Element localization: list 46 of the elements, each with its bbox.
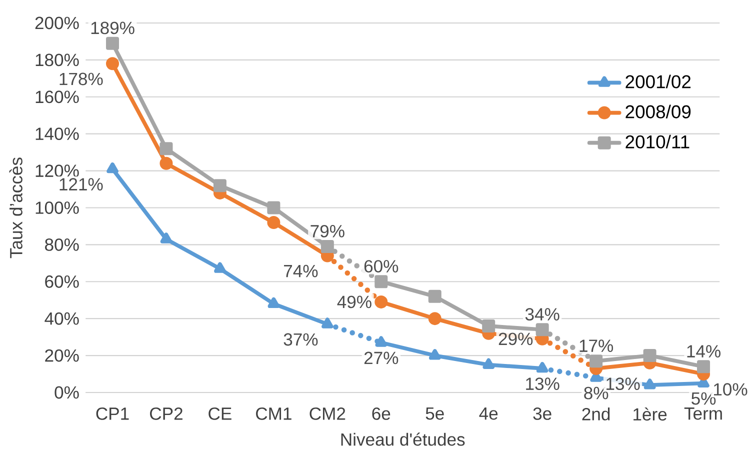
x-tick-label: CE [208, 407, 232, 420]
data-label: 34% [525, 308, 560, 321]
data-label: 5% [692, 392, 716, 405]
data-label: 49% [337, 296, 372, 308]
y-tick-label: 100% [36, 202, 79, 214]
x-tick-label: 4e [479, 407, 498, 420]
data-label: 27% [364, 352, 398, 364]
legend-label: 2010/11 [626, 134, 690, 148]
x-tick-label: CM2 [310, 407, 346, 420]
data-label: 79% [310, 224, 344, 238]
x-tick-label: CM1 [256, 407, 292, 420]
data-label: 189% [91, 22, 134, 34]
data-label: 74% [284, 264, 318, 278]
data-label: 60% [364, 260, 398, 272]
data-label: 10% [714, 383, 748, 396]
y-tick-label: 180% [36, 54, 79, 66]
x-tick-label: CP1 [96, 407, 129, 420]
y-tick-label: 60% [45, 275, 79, 288]
y-axis-title: Taux d’accès [9, 158, 22, 258]
y-tick-label: 140% [36, 128, 79, 140]
x-tick-label: 6e [372, 407, 390, 420]
data-label: 178% [60, 72, 103, 86]
data-label: 29% [498, 332, 533, 346]
y-tick-label: 200% [35, 16, 79, 30]
y-tick-label: 20% [45, 349, 79, 362]
data-label: 13% [526, 378, 560, 390]
legend-label: 2001/02 [626, 74, 691, 88]
data-label: 14% [687, 345, 720, 358]
x-tick-label: 5e [426, 407, 444, 420]
data-label: 37% [284, 333, 318, 346]
y-tick-label: 120% [36, 164, 79, 178]
y-tick-label: 40% [44, 312, 79, 325]
data-label: 13% [606, 378, 640, 390]
x-axis-title: Niveau d'études [341, 432, 465, 446]
data-label: 17% [580, 340, 614, 352]
y-tick-label: 0% [54, 386, 79, 399]
x-tick-label: CP2 [150, 407, 182, 420]
x-tick-label: 3e [533, 407, 552, 420]
data-label: 8% [584, 386, 608, 400]
x-tick-label: 2nd [582, 407, 610, 420]
x-tick-label: Term [684, 407, 722, 420]
x-tick-label: 1ère [634, 407, 667, 421]
y-tick-label: 80% [45, 238, 79, 251]
data-label: 121% [60, 178, 103, 190]
y-tick-label: 160% [36, 90, 79, 104]
legend-label: 2008/09 [626, 104, 691, 118]
